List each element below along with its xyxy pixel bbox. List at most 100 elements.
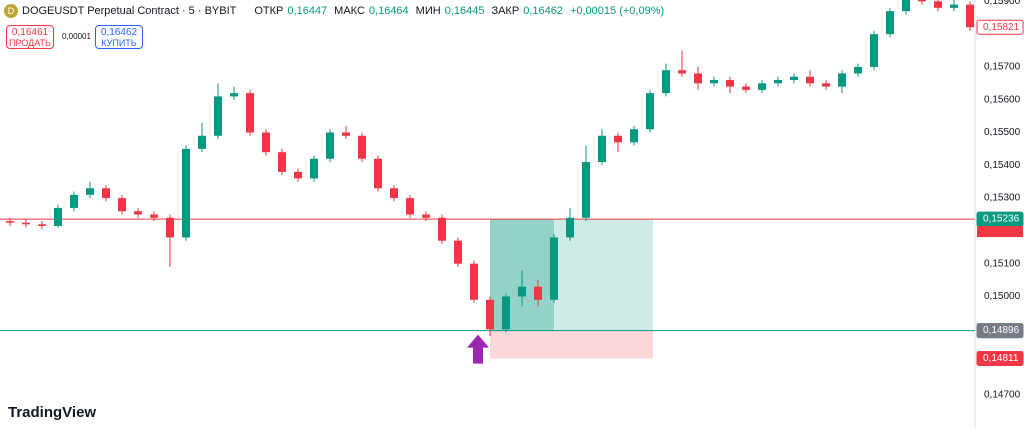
candle-body [678,70,686,74]
ohlc-value: 0,16462 [523,5,563,17]
y-tick-label: 0,15500 [984,127,1021,138]
candle-body [966,4,974,28]
candle-body [806,76,814,84]
ohlc-label: МИН [415,5,441,17]
candle-body [902,0,910,12]
candle-body [422,214,430,218]
candle-body [886,11,894,35]
candle-body [598,135,606,163]
candle-body [358,135,366,159]
price-label: 0,14811 [983,353,1019,364]
candle-body [470,263,478,300]
candle-body [502,296,510,330]
y-tick-label: 0,15000 [984,291,1021,302]
candle-body [326,132,334,159]
spread: 0,00001 [62,32,91,41]
candle-body [294,171,302,179]
candle-body [6,221,14,223]
ohlc-value: 0,16445 [444,5,485,17]
candle-body [662,70,670,94]
candle-body [790,76,798,81]
candle-body [534,286,542,300]
header: D DOGEUSDT Perpetual Contract · 5 · BYBI… [4,4,667,18]
candle-body [438,217,446,241]
ohlc-label: ЗАКР [491,5,520,17]
price-label-bg [976,350,1024,366]
candle-body [262,132,270,153]
target-flag [977,226,1023,238]
candle-body [918,0,926,2]
candle-body [246,93,254,133]
candle-body [102,188,110,199]
candle-body [278,152,286,172]
candle-body [454,240,462,264]
candle-body [118,198,126,212]
price-label: 0,15821 [983,22,1020,33]
entry-arrow [467,334,489,364]
candle-body [822,83,830,87]
y-tick-label: 0,15100 [984,258,1021,269]
symbol-title[interactable]: DOGEUSDT Perpetual Contract · 5 · BYBIT [22,5,237,17]
candle-body [198,135,206,149]
loss-zone [490,330,653,359]
price-label-bg [976,19,1024,35]
candle-body [854,66,862,74]
candle-body [774,80,782,84]
candle-body [758,83,766,90]
candle-body [38,224,46,226]
ohlc-value: 0,16464 [368,5,409,17]
candle-body [70,194,78,208]
price-label-bg [976,323,1024,339]
candle-body [150,214,158,218]
buy-button[interactable]: 0,16462 КУПИТЬ [95,25,143,49]
candle-body [566,217,574,238]
candle-body [518,286,526,297]
candle-body [710,80,718,84]
sell-price: 0,16461 [11,27,49,38]
y-tick-label: 0,15900 [984,0,1021,7]
symbol-icon: D [4,4,18,18]
candle-body [486,299,494,330]
candle-body [630,129,638,143]
y-tick-label: 0,15300 [984,193,1021,204]
profit-zone [490,219,653,331]
y-tick-label: 0,14700 [984,390,1021,401]
ohlc-value: 0,16447 [287,5,328,17]
sell-label: ПРОДАТЬ [9,38,51,48]
buy-label: КУПИТЬ [101,38,137,48]
candle-body [934,1,942,8]
y-tick-label: 0,15600 [984,94,1021,105]
price-label: 0,14896 [983,325,1020,336]
y-tick-label: 0,15400 [984,160,1021,171]
candle-body [182,148,190,238]
candle-body [134,211,142,215]
candle-body [726,80,734,87]
sell-button[interactable]: 0,16461 ПРОДАТЬ [6,25,54,49]
candle-body [166,217,174,238]
change: +0,00015 (+0,09%) [569,5,665,17]
candle-body [406,198,414,215]
candle-body [614,135,622,143]
price-label: 0,15236 [983,214,1020,225]
candle-body [214,96,222,136]
candle-body [742,86,750,90]
candle-body [950,4,958,8]
candle-body [374,158,382,189]
candle-body [310,158,318,179]
ohlc-label: ОТКР [254,5,284,17]
candle-body [390,188,398,199]
buy-price: 0,16462 [100,27,138,38]
candle-body [582,162,590,218]
candle-body [342,132,350,136]
candle-body [550,237,558,300]
candle-body [838,73,846,87]
candle-body [22,222,30,225]
logo[interactable]: TradingView [8,404,97,421]
ohlc-label: МАКС [334,5,365,17]
candle-body [54,207,62,226]
candle-body [694,73,702,84]
candle-body [870,34,878,67]
candle-body [86,188,94,195]
